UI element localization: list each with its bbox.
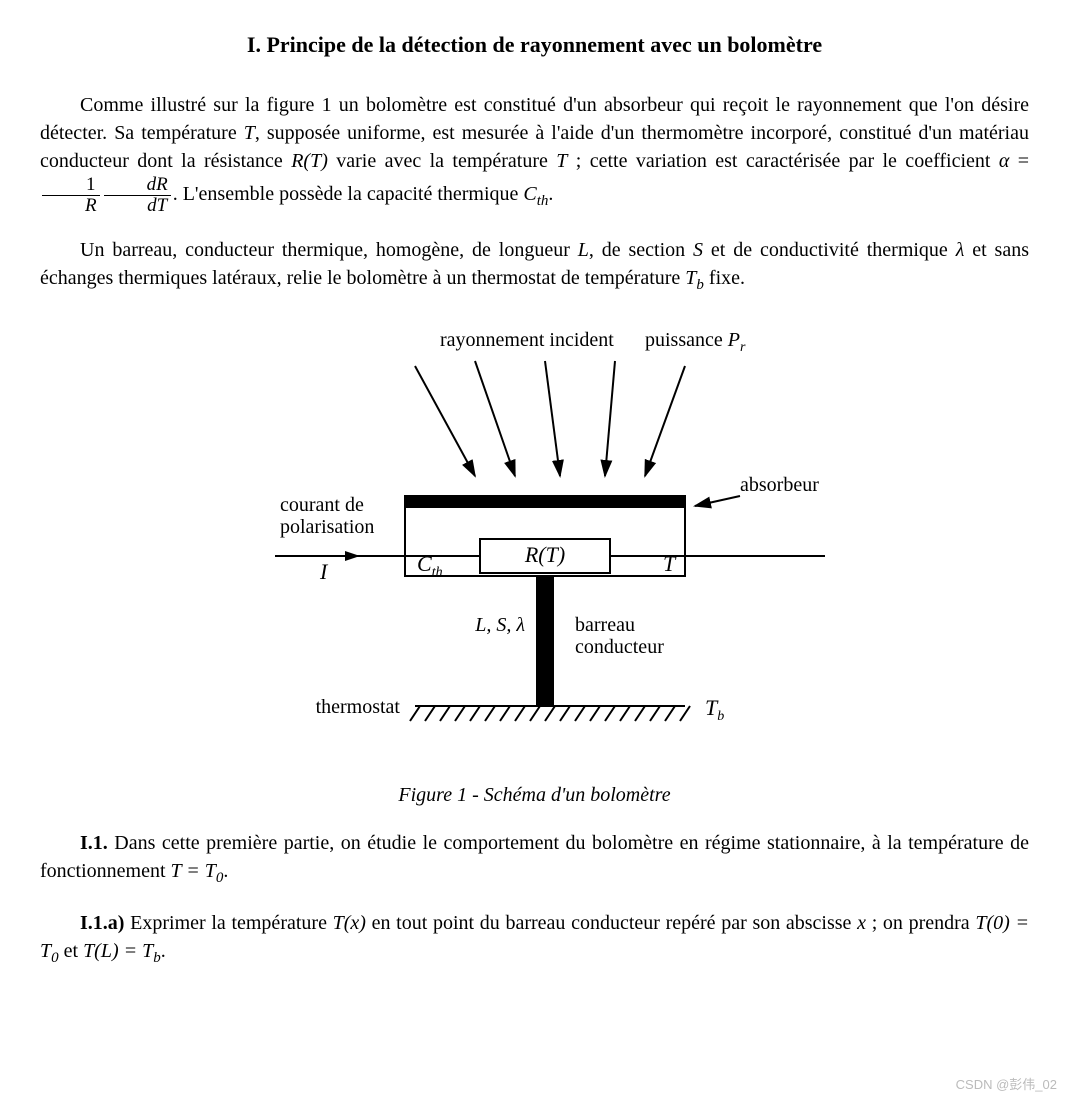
q1a-subb: b [153,950,161,966]
label-T-inside: T [663,551,677,576]
p1-text-d: ; cette variation est caractérisée par l… [567,150,998,172]
var-Cth: C [523,183,536,205]
p1-dot: . [548,183,553,205]
ray-arrow [645,366,685,476]
var-Tb-sub: b [696,277,704,293]
p2-text-e: fixe. [704,267,745,289]
q1a-text-a: Exprimer la température [124,912,332,934]
q1a-text-b: en tout point du barreau conducteur repé… [366,912,857,934]
p1-text-e: . L'ensemble possède la capacité thermiq… [173,183,524,205]
absorber-bar [405,496,685,508]
q1-dot: . [223,860,228,882]
p2-text-c: et de conductivité thermique [703,239,956,261]
label-absorbeur: absorbeur [740,474,819,496]
label-barreau-1: barreau [575,614,635,636]
q1a-dot: . [161,940,166,962]
question-I1: I.1. Dans cette première partie, on étud… [40,829,1029,889]
p1-text-c: varie avec la température [328,150,556,172]
section-title: I. Principe de la détection de rayonneme… [40,30,1029,61]
q1-label: I.1. [80,832,108,854]
frac1-den: R [42,196,100,216]
paragraph-1: Comme illustré sur la figure 1 un bolomè… [40,91,1029,216]
ray-arrow [475,361,515,476]
label-I: I [319,559,329,584]
label-Tb: Tb [705,695,724,724]
label-barreau-2: conducteur [575,636,664,658]
var-T: T [244,122,255,144]
q1-eq: T = T [171,860,216,882]
label-puissance: puissance Pr [645,329,746,355]
absorbeur-arrow [695,496,740,506]
p2-text-a: Un barreau, conducteur thermique, homogè… [80,239,578,261]
figure-caption: Figure 1 - Schéma d'un bolomètre [185,781,885,809]
q1a-text-d: et [59,940,83,962]
figure-1: rayonnement incident puissance Pr absorb… [185,321,885,809]
var-RT: R(T) [291,150,328,172]
var-Tx: T(x) [333,912,366,934]
fraction-1: 1R [42,175,100,216]
label-rayonnement: rayonnement incident [440,329,614,351]
ray-arrow [545,361,560,476]
q1a-sub0: 0 [51,950,59,966]
fraction-2: dRdT [104,175,171,216]
var-Tb: T [685,267,696,289]
q1a-text-c: ; on prendra [866,912,975,934]
var-Cth-sub: th [537,193,549,209]
wire-arrowhead [345,551,360,561]
ray-arrow [415,366,475,476]
p2-text-b: , de section [589,239,693,261]
eq-sign: = [1009,150,1029,172]
paragraph-2: Un barreau, conducteur thermique, homogè… [40,236,1029,296]
var-S: S [693,239,703,261]
question-I1a: I.1.a) Exprimer la température T(x) en t… [40,909,1029,969]
frac2-num: dR [104,175,171,196]
q1a-label: I.1.a) [80,912,124,934]
ground-hatching [410,706,690,721]
conducting-bar [536,576,554,706]
label-thermostat: thermostat [315,696,400,718]
frac1-num: 1 [42,175,100,196]
var-alpha: α [999,150,1010,172]
var-L: L [578,239,589,261]
var-T2: T [556,150,567,172]
label-courant-1: courant de [280,494,364,516]
ray-arrow [605,361,615,476]
q1a-TL: T(L) = T [83,940,153,962]
bolometer-diagram: rayonnement incident puissance Pr absorb… [185,321,885,771]
var-x: x [857,912,866,934]
label-LSl: L, S, λ [474,614,525,636]
label-RT: R(T) [523,542,564,567]
label-courant-2: polarisation [280,516,374,538]
watermark: CSDN @彭伟_02 [956,1076,1057,1094]
frac2-den: dT [104,196,171,216]
